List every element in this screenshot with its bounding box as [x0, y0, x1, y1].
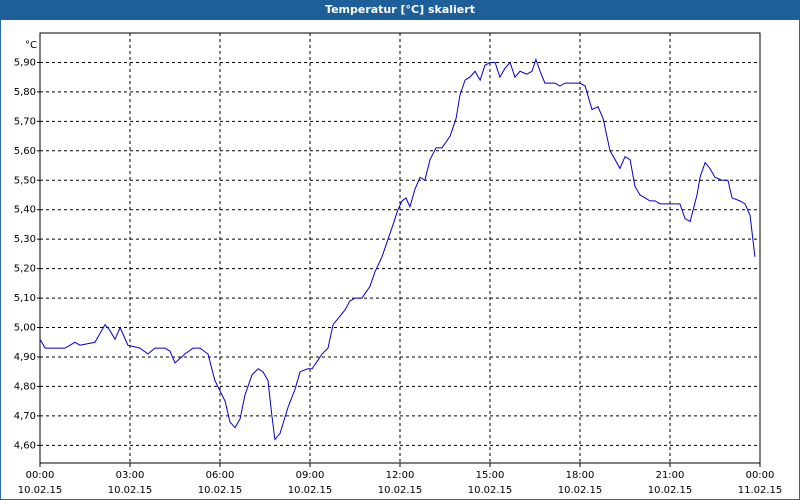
y-tick-label: 5,70	[14, 116, 36, 127]
y-tick-label: 5,20	[14, 264, 36, 275]
x-tick-label: 21:00	[656, 470, 685, 481]
y-tick-label: 5,30	[14, 234, 36, 245]
x-tick-label: 18:00	[566, 470, 595, 481]
y-tick-label: 5,90	[14, 57, 36, 68]
title-bar	[0, 0, 800, 20]
y-tick-label: 4,90	[14, 352, 36, 363]
x-tick-date: 10.02.15	[108, 485, 153, 496]
x-tick-label: 00:00	[26, 470, 55, 481]
x-tick-date: 11.02.15	[738, 485, 783, 496]
y-tick-label: 4,60	[14, 440, 36, 451]
y-tick-label: 5,10	[14, 293, 36, 304]
y-axis-label: °C	[25, 40, 37, 51]
y-tick-label: 5,40	[14, 205, 36, 216]
x-tick-label: 09:00	[296, 470, 325, 481]
y-tick-label: 5,00	[14, 323, 36, 334]
x-tick-label: 06:00	[206, 470, 235, 481]
chart-title: Temperatur [°C] skaliert	[325, 3, 475, 16]
x-tick-label: 12:00	[386, 470, 415, 481]
y-tick-label: 5,50	[14, 175, 36, 186]
plot-area	[39, 32, 761, 464]
x-tick-label: 00:00	[746, 470, 775, 481]
x-tick-label: 15:00	[476, 470, 505, 481]
x-tick-date: 10.02.15	[378, 485, 423, 496]
y-tick-label: 5,80	[14, 87, 36, 98]
y-tick-label: 5,60	[14, 146, 36, 157]
x-tick-date: 10.02.15	[468, 485, 513, 496]
x-tick-date: 10.02.15	[558, 485, 603, 496]
y-tick-label: 4,70	[14, 411, 36, 422]
temperature-line	[39, 57, 756, 441]
x-tick-date: 10.02.15	[198, 485, 243, 496]
x-tick-label: 03:00	[116, 470, 145, 481]
x-tick-date: 10.02.15	[648, 485, 693, 496]
x-tick-date: 10.02.15	[18, 485, 63, 496]
x-tick-date: 10.02.15	[288, 485, 333, 496]
y-tick-label: 4,80	[14, 381, 36, 392]
